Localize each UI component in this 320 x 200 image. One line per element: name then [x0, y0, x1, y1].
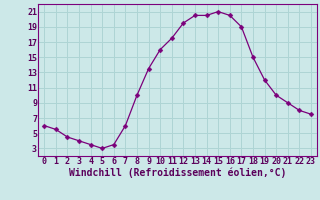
X-axis label: Windchill (Refroidissement éolien,°C): Windchill (Refroidissement éolien,°C) — [69, 168, 286, 178]
